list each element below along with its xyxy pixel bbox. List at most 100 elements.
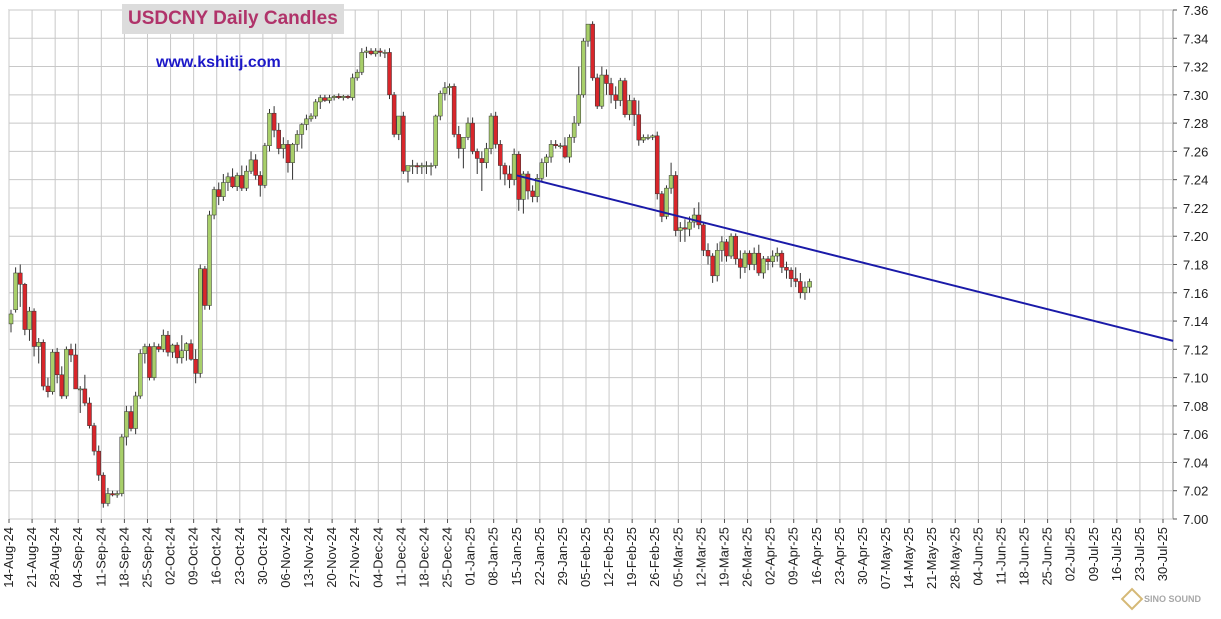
y-tick-label: 7.28: [1183, 116, 1208, 131]
candle-body-up: [664, 187, 669, 217]
candle-body-up: [761, 258, 766, 274]
candle-body-down: [345, 95, 351, 98]
candle-body-up: [396, 115, 401, 135]
candle-body-down: [276, 129, 281, 149]
candle: [345, 94, 351, 100]
x-tick-label: 25-Sep-24: [139, 527, 154, 588]
candle-body-down: [31, 310, 37, 347]
candle-body-down: [673, 175, 678, 231]
candle: [221, 174, 226, 201]
candle: [22, 282, 28, 336]
x-tick-label: 29-Jan-25: [555, 527, 570, 586]
candle-body-up: [179, 350, 185, 359]
candle-body-up: [142, 346, 148, 354]
candle-body-up: [405, 165, 411, 172]
x-tick-label: 16-Jul-25: [1109, 527, 1124, 581]
candle-body-down: [202, 268, 208, 306]
candle-body-up: [382, 52, 388, 54]
candle-body-down: [216, 189, 221, 197]
candle-body-up: [207, 214, 212, 306]
x-tick-label: 08-Jan-25: [486, 527, 501, 586]
candle-body-down: [479, 158, 485, 163]
candle: [96, 445, 101, 481]
candle: [521, 171, 526, 214]
candle: [682, 219, 688, 242]
y-tick-label: 7.04: [1183, 455, 1208, 470]
candle: [234, 172, 240, 191]
candle: [414, 162, 420, 175]
candle-body-up: [433, 115, 438, 166]
candle-body-down: [230, 176, 235, 187]
candle: [581, 38, 586, 98]
x-tick-label: 14-May-25: [901, 527, 916, 589]
candle: [401, 111, 406, 175]
candle-body-down: [594, 77, 600, 107]
candle: [165, 330, 171, 357]
x-tick-label: 02-Jul-25: [1063, 527, 1078, 581]
x-tick-label: 30-Oct-24: [255, 527, 270, 585]
candle-body-down: [470, 122, 475, 152]
candle: [253, 154, 258, 180]
candle: [267, 108, 272, 152]
x-tick-label: 01-Jan-25: [463, 527, 478, 586]
candle: [604, 69, 609, 95]
candle-body-up: [248, 159, 254, 172]
candle-body-down: [710, 255, 715, 277]
candle: [470, 117, 475, 155]
candle-body-down: [613, 94, 618, 101]
x-tick-label: 26-Mar-25: [740, 527, 755, 587]
candle-body-up: [133, 395, 138, 429]
candle-body-up: [511, 153, 517, 180]
candle: [382, 49, 388, 59]
candle-body-down: [608, 83, 614, 96]
candle-body-up: [50, 351, 55, 392]
y-tick-label: 7.26: [1183, 144, 1208, 159]
candle: [13, 267, 18, 313]
candle: [728, 233, 734, 259]
candle-body-up: [262, 145, 268, 186]
x-tick-label: 06-Nov-24: [278, 527, 293, 588]
candle-body-up: [751, 252, 757, 265]
candle: [151, 342, 157, 381]
candle: [147, 343, 152, 381]
candle-body-up: [161, 334, 166, 350]
candle-body-up: [534, 178, 540, 197]
candle-body-up: [299, 124, 305, 135]
candle-body-down: [193, 358, 198, 374]
x-tick-label: 19-Mar-25: [716, 527, 731, 587]
candle: [54, 347, 60, 384]
candle: [101, 472, 106, 508]
candle-body-up: [124, 411, 129, 438]
candle-body-up: [327, 97, 332, 101]
candle: [705, 243, 711, 265]
candle-body-up: [627, 100, 632, 115]
candle: [391, 92, 397, 138]
candle-body-down: [784, 267, 789, 271]
candle: [294, 130, 300, 152]
y-tick-label: 7.30: [1183, 88, 1208, 103]
x-tick-label: 27-Nov-24: [347, 527, 362, 588]
x-tick-label: 11-Sep-24: [93, 527, 108, 587]
candle: [64, 346, 69, 399]
candle: [474, 148, 480, 175]
candle-body-up: [36, 342, 41, 347]
candle-body-down: [590, 23, 595, 79]
support-trendline: [516, 174, 1174, 342]
candle-body-down: [101, 474, 106, 504]
candle: [59, 366, 65, 399]
candle: [498, 140, 503, 180]
candle: [184, 342, 189, 361]
candle-body-up: [447, 86, 452, 89]
candle: [645, 134, 651, 141]
candle: [198, 264, 203, 378]
candle: [285, 140, 291, 173]
x-tick-label: 09-Apr-25: [786, 527, 801, 585]
x-tick-label: 18-Sep-24: [116, 527, 131, 588]
candle-body-down: [239, 175, 245, 189]
candle-body-down: [156, 346, 161, 350]
x-tick-label: 18-Jun-25: [1017, 527, 1032, 586]
candle-body-down: [258, 175, 263, 186]
candle: [456, 125, 462, 159]
candle: [793, 267, 798, 288]
candle-body-down: [54, 351, 60, 376]
